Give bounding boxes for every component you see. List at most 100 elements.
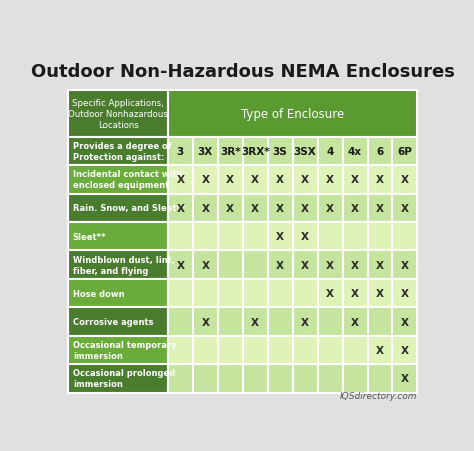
- Text: X: X: [201, 175, 210, 185]
- Bar: [367, 166, 392, 194]
- Bar: [68, 251, 168, 279]
- Bar: [68, 138, 168, 166]
- Bar: [68, 279, 168, 308]
- Bar: [292, 166, 318, 194]
- Bar: [193, 336, 218, 364]
- Bar: [392, 336, 418, 364]
- Bar: [292, 138, 318, 166]
- Text: Corrosive agents: Corrosive agents: [73, 318, 154, 326]
- Text: X: X: [276, 232, 284, 242]
- Text: Provides a degree of
Protection against:: Provides a degree of Protection against:: [73, 142, 171, 161]
- Bar: [268, 251, 292, 279]
- Text: X: X: [276, 260, 284, 270]
- Text: X: X: [326, 175, 334, 185]
- Bar: [392, 138, 418, 166]
- Bar: [68, 364, 168, 393]
- Bar: [268, 308, 292, 336]
- Text: X: X: [226, 175, 234, 185]
- Bar: [318, 166, 343, 194]
- Text: 3R*: 3R*: [220, 147, 241, 156]
- Bar: [268, 194, 292, 222]
- Text: X: X: [276, 175, 284, 185]
- Text: X: X: [201, 203, 210, 213]
- Text: X: X: [251, 317, 259, 327]
- Bar: [68, 308, 168, 336]
- Bar: [343, 336, 367, 364]
- Bar: [268, 138, 292, 166]
- Bar: [218, 222, 243, 251]
- Bar: [243, 336, 268, 364]
- Bar: [292, 308, 318, 336]
- Bar: [367, 251, 392, 279]
- Bar: [193, 222, 218, 251]
- Text: X: X: [301, 232, 309, 242]
- Text: Rain. Snow, and Sleet**: Rain. Snow, and Sleet**: [73, 204, 185, 213]
- Bar: [292, 222, 318, 251]
- Text: X: X: [301, 260, 309, 270]
- Bar: [168, 91, 418, 138]
- Text: X: X: [326, 289, 334, 299]
- Bar: [292, 336, 318, 364]
- Text: X: X: [351, 175, 359, 185]
- Bar: [268, 166, 292, 194]
- Bar: [392, 194, 418, 222]
- Text: 3X: 3X: [198, 147, 213, 156]
- Bar: [318, 138, 343, 166]
- Bar: [343, 222, 367, 251]
- Bar: [68, 91, 168, 138]
- Text: X: X: [201, 317, 210, 327]
- Bar: [392, 308, 418, 336]
- Text: 4: 4: [327, 147, 334, 156]
- Bar: [68, 222, 168, 251]
- Bar: [392, 222, 418, 251]
- Text: 3SX: 3SX: [294, 147, 317, 156]
- Text: X: X: [401, 373, 409, 383]
- Bar: [367, 308, 392, 336]
- Text: X: X: [276, 203, 284, 213]
- Text: 3RX*: 3RX*: [241, 147, 270, 156]
- Bar: [292, 279, 318, 308]
- Bar: [392, 251, 418, 279]
- Bar: [318, 194, 343, 222]
- Text: X: X: [351, 289, 359, 299]
- Bar: [168, 166, 193, 194]
- Bar: [392, 279, 418, 308]
- Text: X: X: [401, 289, 409, 299]
- Bar: [318, 251, 343, 279]
- Bar: [367, 194, 392, 222]
- Bar: [343, 364, 367, 393]
- Bar: [343, 308, 367, 336]
- Bar: [343, 194, 367, 222]
- Bar: [268, 364, 292, 393]
- Text: X: X: [401, 175, 409, 185]
- Bar: [367, 138, 392, 166]
- Bar: [168, 308, 193, 336]
- Text: Outdoor Non-Hazardous NEMA Enclosures: Outdoor Non-Hazardous NEMA Enclosures: [31, 63, 455, 81]
- Bar: [193, 166, 218, 194]
- Text: X: X: [326, 203, 334, 213]
- Bar: [193, 138, 218, 166]
- Bar: [268, 279, 292, 308]
- Bar: [168, 364, 193, 393]
- Bar: [268, 336, 292, 364]
- Text: X: X: [301, 175, 309, 185]
- Text: X: X: [176, 175, 184, 185]
- Text: 6P: 6P: [398, 147, 412, 156]
- Bar: [193, 364, 218, 393]
- Bar: [243, 222, 268, 251]
- Text: 4x: 4x: [348, 147, 362, 156]
- Bar: [268, 222, 292, 251]
- Bar: [193, 308, 218, 336]
- Text: X: X: [176, 203, 184, 213]
- Bar: [292, 364, 318, 393]
- Text: X: X: [401, 203, 409, 213]
- Bar: [367, 222, 392, 251]
- Text: X: X: [351, 260, 359, 270]
- Text: X: X: [301, 317, 309, 327]
- Text: X: X: [351, 203, 359, 213]
- Bar: [343, 279, 367, 308]
- Bar: [318, 308, 343, 336]
- Text: Sleet**: Sleet**: [73, 232, 107, 241]
- Text: X: X: [401, 317, 409, 327]
- Text: 3S: 3S: [273, 147, 288, 156]
